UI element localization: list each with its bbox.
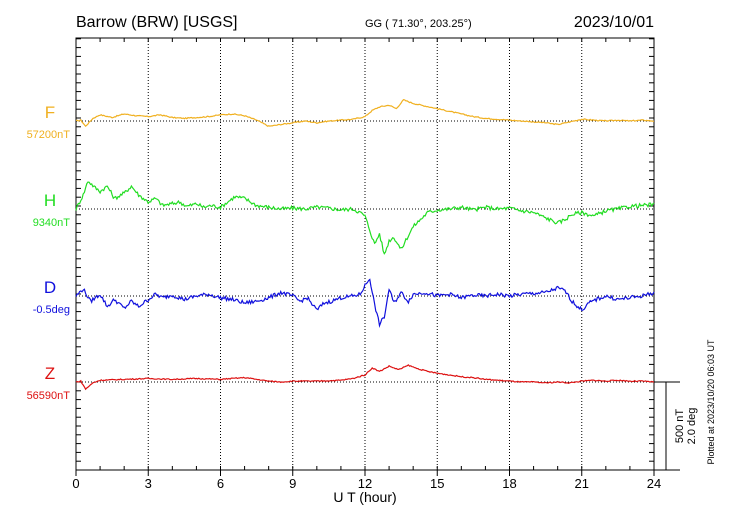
x-axis-label: U T (hour) [333,489,396,505]
x-tick-label: 21 [575,476,589,491]
series-labels: F 57200nT H 9340nT D -0.5deg Z 56590nT [27,103,71,402]
axis-ticks [75,38,655,476]
grid-lines [76,38,654,470]
x-tick-label: 12 [358,476,372,491]
x-tick-label: 6 [217,476,224,491]
x-tick-label: 3 [145,476,152,491]
scale-bar-nt-label: 500 nT [674,409,686,444]
station-title: Barrow (BRW) [USGS] [76,14,238,31]
date-label: 2023/10/01 [574,14,654,31]
coordinates-label: GG ( 71.30°, 203.25°) [365,18,472,30]
series-baseline-z: 56590nT [27,390,71,402]
x-tick-labels: 0 3 6 9 12 15 18 21 24 [72,476,661,491]
series-name-z: Z [45,364,55,383]
series-baseline-d: -0.5deg [33,304,70,316]
plotted-at-note: Plotted at 2023/10/20 06:03 UT [706,339,716,465]
traces [75,99,655,391]
x-tick-label: 0 [72,476,79,491]
trace-f [75,99,655,128]
scale-bar: 500 nT 2.0 deg [654,381,698,471]
trace-z [75,364,655,391]
x-tick-label: 9 [289,476,296,491]
x-tick-label: 18 [502,476,516,491]
x-tick-label: 24 [647,476,661,491]
series-baseline-f: 57200nT [27,129,71,141]
scale-bar-deg-label: 2.0 deg [686,408,698,445]
series-name-d: D [44,278,56,297]
series-name-h: H [44,191,56,210]
trace-h [75,181,655,255]
series-name-f: F [45,103,55,122]
trace-d [75,278,655,329]
series-baseline-h: 9340nT [33,217,71,229]
x-tick-label: 15 [430,476,444,491]
